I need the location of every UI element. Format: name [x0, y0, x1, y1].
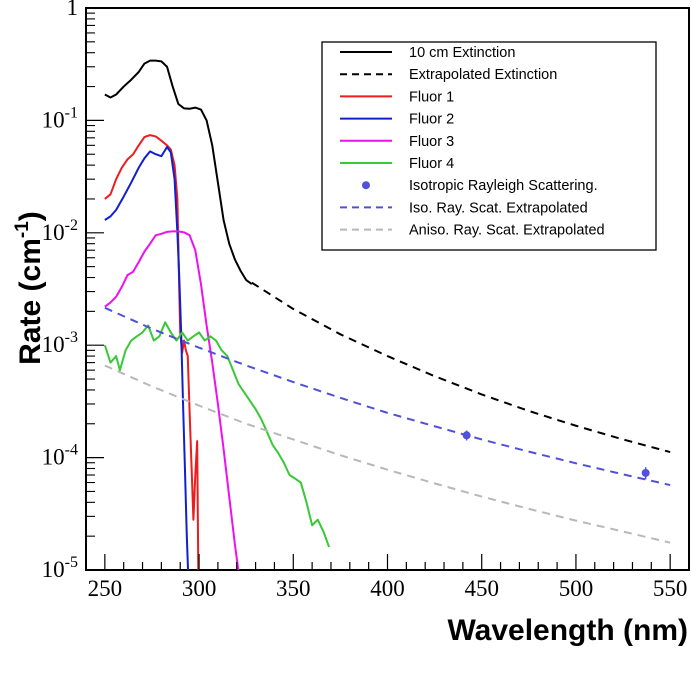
y-axis-title-sup: -1 — [12, 221, 33, 238]
y-tick-label: 1 — [67, 0, 79, 20]
isotropic-rayleigh-scattering-point — [641, 468, 650, 477]
legend-box — [321, 41, 657, 251]
fluor-1-legend-label: Fluor 1 — [409, 89, 454, 105]
fluor-3-line — [104, 230, 240, 570]
x-axis-title: Wavelength (nm) — [447, 614, 688, 647]
y-tick-base: 10 — [42, 107, 65, 132]
isotropic-rayleigh-scattering-legend-marker — [362, 181, 370, 190]
fluor-4-line — [103, 321, 331, 548]
x-tick-label: 400 — [370, 576, 405, 601]
x-tick-label: 300 — [182, 576, 217, 601]
extrapolated-extinction-line — [251, 281, 671, 454]
iso-ray-scat-extrapolated-line — [104, 306, 671, 487]
x-tick-label: 350 — [276, 576, 311, 601]
y-tick-exponent: -4 — [65, 442, 78, 459]
10-cm-extinction-line — [104, 59, 253, 285]
y-axis-title-close: ) — [14, 211, 47, 221]
y-axis-title-main: Rate (cm — [14, 238, 47, 365]
fluor-2-legend-label: Fluor 2 — [409, 112, 454, 128]
y-tick-base: 1 — [67, 0, 79, 20]
y-tick-base: 10 — [42, 220, 65, 245]
y-tick-base: 10 — [42, 445, 65, 470]
aniso-ray-scat-extrapolated-legend-label: Aniso. Ray. Scat. Extrapolated — [409, 223, 605, 239]
aniso-ray-scat-extrapolated-line — [104, 364, 671, 544]
y-tick-base: 10 — [42, 332, 65, 357]
y-tick-label: 10-5 — [42, 554, 78, 582]
fluor-3-legend-label: Fluor 3 — [409, 134, 454, 150]
extrapolated-extinction-legend-label: Extrapolated Extinction — [409, 67, 557, 83]
series-layer — [103, 59, 671, 570]
y-tick-exponent: -1 — [65, 104, 78, 121]
10-cm-extinction-legend-label: 10 cm Extinction — [409, 45, 515, 61]
x-tick-label: 250 — [88, 576, 123, 601]
y-tick-exponent: -3 — [65, 329, 78, 346]
isotropic-rayleigh-scattering-legend-label: Isotropic Rayleigh Scattering. — [409, 178, 598, 194]
x-tick-label: 550 — [653, 576, 688, 601]
axis-layer: 250 300 350 400 450 500 550110-110-210-310-410… — [42, 0, 690, 601]
x-tick-label: 450 — [464, 576, 499, 601]
fluor-4-legend-label: Fluor 4 — [409, 156, 454, 172]
fluor-1-line — [104, 134, 200, 570]
y-tick-exponent: -2 — [65, 217, 78, 234]
fluor-2-line — [104, 145, 190, 570]
y-tick-label: 10-2 — [42, 217, 78, 245]
y-tick-label: 10-3 — [42, 329, 78, 357]
x-tick-label: 500 — [559, 576, 594, 601]
legend: 10 cm Extinction Extrapolated Extinction F… — [321, 41, 657, 251]
y-tick-label: 10-1 — [42, 104, 78, 132]
y-tick-exponent: -5 — [65, 554, 78, 571]
y-axis-title: Rate (cm-1) — [12, 211, 47, 365]
iso-ray-scat-extrapolated-legend-label: Iso. Ray. Scat. Extrapolated — [409, 200, 588, 216]
y-tick-label: 10-4 — [42, 442, 78, 470]
y-tick-base: 10 — [42, 557, 65, 582]
